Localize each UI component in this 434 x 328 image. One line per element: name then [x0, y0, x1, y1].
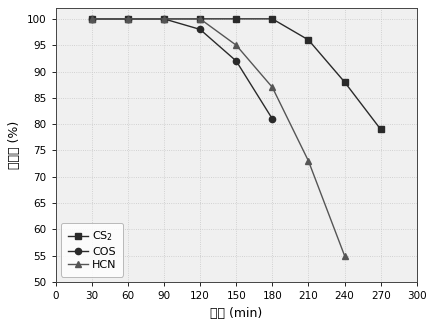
CS$_2$ — [233, 17, 238, 21]
Y-axis label: 去除率 (%): 去除率 (%) — [8, 121, 21, 169]
HCN — [197, 17, 202, 21]
Line: CS$_2$: CS$_2$ — [89, 16, 383, 133]
HCN — [161, 17, 166, 21]
Line: HCN: HCN — [89, 16, 347, 259]
Line: COS: COS — [89, 16, 275, 122]
CS$_2$ — [269, 17, 274, 21]
CS$_2$ — [125, 17, 130, 21]
COS — [197, 28, 202, 31]
HCN — [341, 254, 346, 258]
CS$_2$ — [341, 80, 346, 84]
COS — [269, 117, 274, 121]
COS — [233, 59, 238, 63]
CS$_2$ — [89, 17, 94, 21]
CS$_2$ — [197, 17, 202, 21]
CS$_2$ — [377, 128, 382, 132]
CS$_2$ — [305, 38, 310, 42]
COS — [89, 17, 94, 21]
COS — [125, 17, 130, 21]
X-axis label: 时间 (min): 时间 (min) — [210, 307, 262, 320]
Legend: CS$_2$, COS, HCN: CS$_2$, COS, HCN — [61, 223, 123, 277]
HCN — [89, 17, 94, 21]
HCN — [125, 17, 130, 21]
HCN — [269, 85, 274, 89]
COS — [161, 17, 166, 21]
HCN — [233, 43, 238, 47]
CS$_2$ — [161, 17, 166, 21]
HCN — [305, 159, 310, 163]
